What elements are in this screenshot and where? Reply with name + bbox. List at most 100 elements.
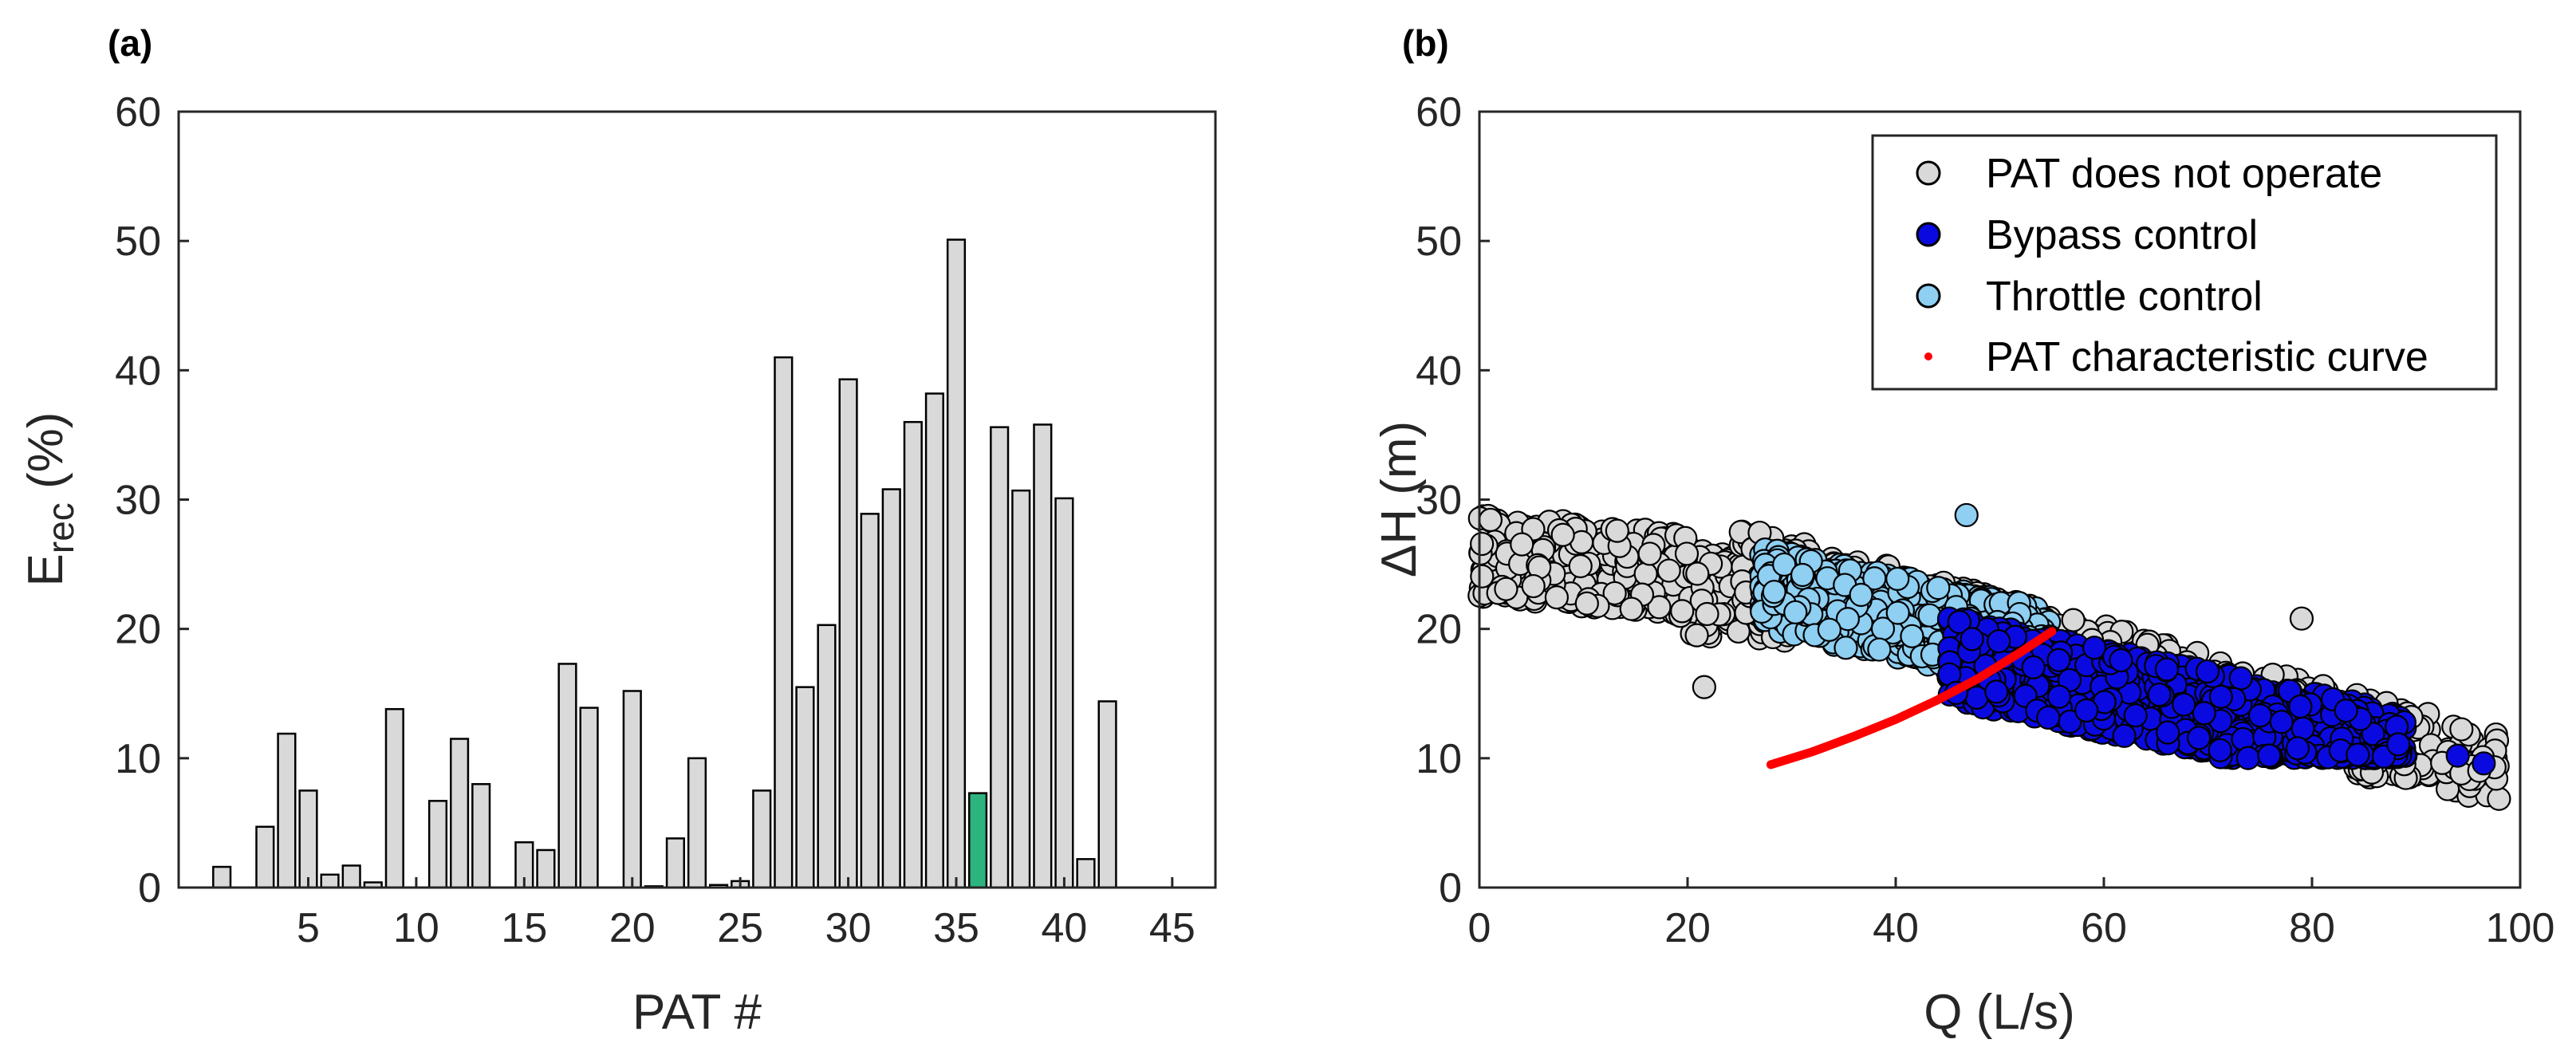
- y-label-sub: rec: [40, 502, 81, 553]
- point-not-operate: [2289, 606, 2314, 631]
- legend-marker-curve: [1924, 352, 1932, 360]
- x-axis-label-a: PAT #: [632, 985, 762, 1040]
- y-tick-label: 30: [115, 478, 161, 524]
- bar-pat-29: [817, 624, 837, 889]
- point-bypass: [2445, 743, 2470, 768]
- point-bypass: [1964, 685, 1989, 711]
- point-bypass: [2472, 751, 2496, 776]
- point-not-operate: [1647, 595, 1672, 620]
- legend-marker-bypass: [1916, 222, 1941, 247]
- point-bypass: [1960, 627, 1984, 652]
- point-bypass: [2290, 716, 2315, 741]
- point-not-operate: [2061, 608, 2086, 632]
- legend-marker-not-operate: [1916, 160, 1941, 186]
- y-tick-label: 40: [1416, 348, 1462, 394]
- point-not-operate: [1494, 577, 1518, 601]
- point-throttle: [1834, 636, 1858, 660]
- x-ticks-a: 5 10 15 20 25 30 35 40 45: [297, 877, 1195, 951]
- x-tick-label: 100: [2486, 905, 2555, 951]
- bar-pat-12: [450, 738, 470, 889]
- point-bypass: [1987, 629, 2011, 654]
- y-tick-label: 10: [115, 736, 161, 782]
- point-not-operate: [1478, 507, 1503, 533]
- bars: [212, 238, 1117, 889]
- y-tick-label: 50: [115, 218, 161, 265]
- x-tick-label: 40: [1041, 905, 1087, 951]
- bar-pat-35: [946, 238, 967, 889]
- bar-pat-7: [341, 864, 361, 889]
- y-ticks-a: 0 10 20 30 40 50 60: [115, 89, 189, 911]
- point-bypass: [2257, 743, 2282, 768]
- y-tick-label: 30: [1416, 478, 1462, 524]
- point-bypass: [1984, 679, 2009, 704]
- y-tick-label: 40: [115, 348, 161, 394]
- point-throttle: [1835, 607, 1860, 632]
- x-tick-label: 15: [501, 905, 547, 951]
- point-bypass: [2156, 720, 2180, 745]
- bar-pat-6: [320, 873, 340, 889]
- point-bypass: [2386, 732, 2411, 757]
- legend-label-throttle: Throttle control: [1986, 274, 2263, 320]
- y-tick-label: 60: [1416, 89, 1462, 136]
- bar-pat-4: [277, 732, 297, 889]
- y-tick-label: 0: [1439, 865, 1462, 911]
- point-bypass: [2208, 738, 2232, 762]
- y-tick-label: 50: [1416, 218, 1462, 265]
- x-tick-label: 10: [393, 905, 439, 951]
- point-not-operate: [1550, 522, 1575, 547]
- x-tick-label: 45: [1149, 905, 1195, 951]
- x-tick-label: 20: [609, 905, 656, 951]
- point-not-operate: [1637, 541, 1662, 566]
- point-bypass: [2172, 692, 2196, 717]
- point-throttle: [1783, 600, 1808, 624]
- point-bypass: [2154, 657, 2180, 682]
- y-tick-label: 0: [138, 865, 161, 911]
- point-bypass: [2046, 648, 2071, 672]
- point-throttle: [1885, 566, 1910, 592]
- bar-pat-30: [838, 378, 858, 889]
- bar-pat-33: [903, 420, 923, 889]
- point-bypass: [2195, 659, 2220, 684]
- point-bypass: [2208, 684, 2233, 709]
- bar-pat-3: [255, 825, 275, 889]
- point-bypass: [1947, 609, 1971, 635]
- x-tick-label: 0: [1468, 905, 1491, 951]
- point-throttle: [1790, 562, 1815, 588]
- x-tick-label: 30: [825, 905, 872, 951]
- point-bypass: [2247, 703, 2273, 728]
- point-not-operate: [1568, 553, 1593, 579]
- bar-pat-31: [860, 513, 880, 889]
- bar-pat-5: [298, 789, 318, 889]
- point-not-operate: [1470, 531, 1495, 557]
- point-bypass: [2046, 684, 2072, 709]
- bar-pat-9: [384, 707, 404, 889]
- bar-pat-28: [795, 686, 815, 889]
- point-not-operate: [1521, 573, 1546, 599]
- point-throttle: [1926, 576, 1951, 600]
- point-not-operate: [1619, 596, 1644, 621]
- point-not-operate: [1685, 561, 1710, 586]
- panel-label-a: (a): [108, 22, 152, 64]
- y-label-main: E: [18, 553, 73, 586]
- panel-label-b: (b): [1402, 22, 1449, 64]
- point-throttle: [1772, 552, 1797, 577]
- y-tick-label: 20: [115, 607, 161, 653]
- point-not-operate: [1510, 532, 1534, 557]
- x-tick-label: 80: [2289, 905, 2335, 951]
- point-not-operate: [2487, 786, 2511, 811]
- point-not-operate: [1674, 541, 1700, 566]
- bar-pat-11: [427, 800, 448, 889]
- bar-pat-42: [1097, 700, 1117, 889]
- bar-pat-40: [1054, 497, 1074, 889]
- point-throttle: [1900, 624, 1924, 648]
- point-not-operate: [1695, 601, 1719, 627]
- point-bypass: [2288, 694, 2313, 719]
- point-bypass: [2147, 682, 2172, 707]
- point-bypass: [2036, 705, 2061, 730]
- bar-pat-36: [968, 792, 988, 889]
- legend-marker-throttle: [1916, 283, 1941, 309]
- point-bypass: [2285, 736, 2310, 761]
- point-not-operate: [1633, 561, 1658, 586]
- bar-pat-16: [536, 848, 556, 889]
- y-axis-label-a: Erec (%): [18, 412, 81, 587]
